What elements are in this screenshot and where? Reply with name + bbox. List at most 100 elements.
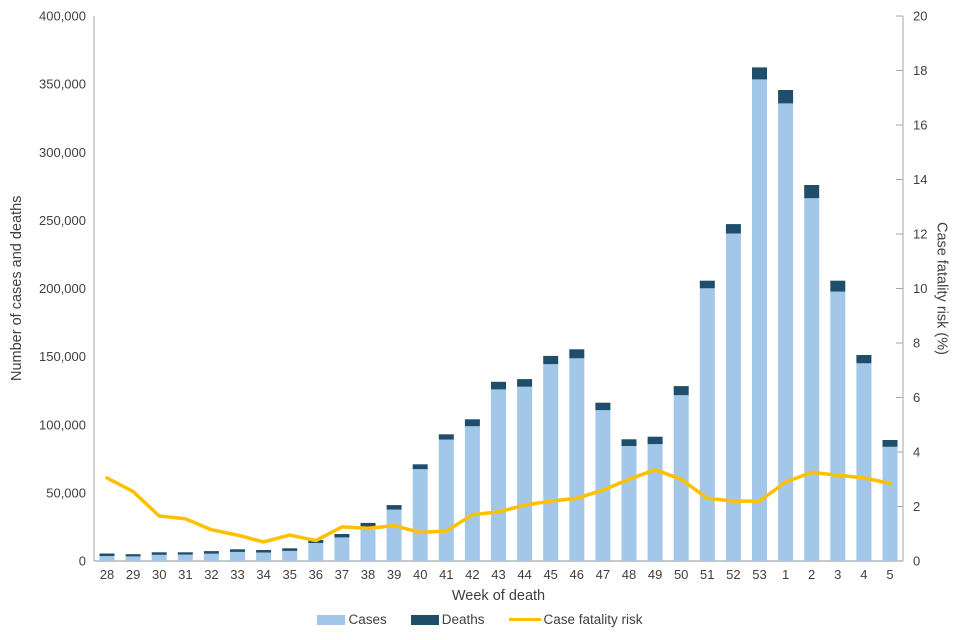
x-axis-tick-label: 47: [596, 567, 610, 582]
deaths-bar: [543, 355, 559, 365]
x-axis-tick-label: 5: [886, 567, 893, 582]
right-axis-tick-label: 6: [913, 390, 920, 405]
cases-bar: [856, 363, 872, 561]
deaths-bar: [99, 553, 115, 556]
right-axis-tick-label: 10: [913, 281, 927, 296]
x-axis-tick-label: 3: [834, 567, 841, 582]
x-axis-tick-label: 49: [648, 567, 662, 582]
cfr-line-swatch-icon: [508, 617, 541, 622]
cases-bar: [882, 446, 898, 561]
left-axis-tick-label: 250,000: [39, 213, 86, 228]
cases-bar: [830, 291, 846, 561]
cases-bar: [464, 426, 480, 561]
x-axis-tick-label: 35: [282, 567, 296, 582]
legend-item-cases: Cases: [317, 612, 387, 627]
x-axis-tick-label: 28: [100, 567, 114, 582]
left-axis-title: Number of cases and deaths: [8, 195, 25, 382]
cases-bar: [438, 439, 454, 561]
right-axis-tick-label: 2: [913, 499, 920, 514]
deaths-bar: [386, 505, 402, 510]
legend-label-cfr: Case fatality risk: [543, 612, 643, 627]
x-axis-tick-label: 29: [126, 567, 140, 582]
right-axis-tick-label: 0: [913, 554, 920, 569]
left-axis-tick-label: 0: [79, 554, 86, 569]
deaths-bar: [699, 280, 715, 289]
x-axis-tick-label: 52: [726, 567, 740, 582]
cases-bar: [282, 550, 298, 561]
deaths-bar: [569, 349, 585, 359]
cases-bar: [125, 556, 141, 561]
x-axis-tick-label: 44: [517, 567, 531, 582]
legend-label-cases: Cases: [348, 612, 387, 627]
left-axis-tick-label: 50,000: [46, 485, 86, 500]
left-axis-tick-label: 200,000: [39, 281, 86, 296]
left-axis-tick-label: 100,000: [39, 417, 86, 432]
cases-bar: [804, 198, 820, 561]
cases-bar: [360, 526, 376, 561]
x-axis-tick-label: 50: [674, 567, 688, 582]
deaths-bar: [830, 280, 846, 292]
x-axis-tick-label: 30: [152, 567, 166, 582]
deaths-bar: [464, 419, 480, 427]
x-axis-tick-label: 37: [335, 567, 349, 582]
cases-bar: [99, 556, 115, 561]
x-axis-tick-label: 53: [752, 567, 766, 582]
cfr-line: [105, 467, 892, 544]
deaths-bar: [517, 379, 533, 387]
right-axis-tick-label: 4: [913, 445, 920, 460]
cases-swatch-icon: [317, 614, 346, 625]
deaths-bar: [621, 439, 637, 446]
deaths-bar: [360, 522, 376, 527]
legend-item-deaths: Deaths: [410, 612, 485, 627]
cases-bar: [699, 288, 715, 561]
cases-bar: [647, 444, 663, 561]
cases-bar: [203, 553, 219, 561]
deaths-bar: [595, 402, 611, 411]
cases-bar: [621, 446, 637, 561]
left-axis-tick-label: 400,000: [39, 9, 86, 24]
deaths-bar: [177, 552, 193, 555]
deaths-bar: [882, 440, 898, 447]
x-axis-title: Week of death: [451, 588, 546, 604]
cases-bar: [569, 358, 585, 561]
deaths-bar: [491, 381, 506, 390]
x-axis-tick-label: 1: [782, 567, 789, 582]
cases-bar: [230, 551, 245, 561]
deaths-bar: [230, 549, 245, 552]
left-axis-tick-label: 350,000: [39, 77, 86, 92]
x-axis-tick-label: 42: [465, 567, 479, 582]
legend-item-cfr: Case fatality risk: [508, 612, 643, 627]
x-axis-tick-label: 38: [361, 567, 375, 582]
deaths-bar: [778, 90, 794, 104]
deaths-bar: [151, 552, 167, 555]
deaths-bar: [856, 355, 872, 364]
cases-bar: [151, 554, 167, 561]
x-axis-tick-label: 31: [178, 567, 192, 582]
deaths-bar: [412, 464, 428, 470]
left-axis-tick-label: 150,000: [39, 349, 86, 364]
deaths-bar: [125, 554, 141, 557]
cases-bar: [725, 233, 741, 561]
deaths-bar: [804, 185, 820, 199]
x-axis-tick-label: 51: [700, 567, 714, 582]
deaths-bar: [203, 551, 219, 554]
x-axis-tick-label: 41: [439, 567, 453, 582]
legend-label-deaths: Deaths: [441, 612, 485, 627]
cases-bar: [752, 79, 767, 562]
deaths-bar: [725, 224, 741, 234]
cases-bar: [412, 469, 428, 561]
x-axis-tick-label: 36: [309, 567, 323, 582]
x-axis-tick-label: 4: [860, 567, 867, 582]
x-axis-tick-label: 43: [491, 567, 505, 582]
legend: Cases Deaths Case fatality risk: [0, 612, 960, 627]
x-axis-tick-label: 34: [256, 567, 270, 582]
x-axis-tick-label: 45: [543, 567, 557, 582]
cases-bar: [386, 509, 402, 561]
deaths-bar: [673, 386, 689, 396]
cases-bar: [256, 552, 272, 561]
x-axis-tick-label: 39: [387, 567, 401, 582]
x-axis-tick-label: 40: [413, 567, 427, 582]
left-axis-tick-label: 300,000: [39, 145, 86, 160]
